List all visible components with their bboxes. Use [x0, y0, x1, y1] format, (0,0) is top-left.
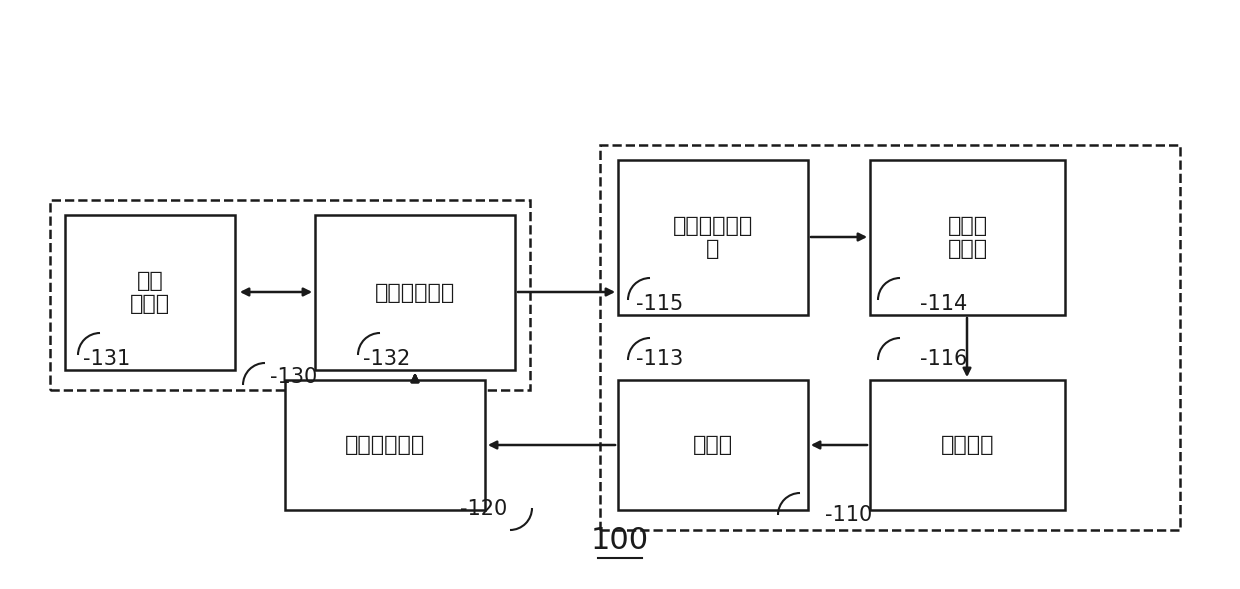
Bar	[870, 160, 1065, 315]
Text: 举升机
处理器: 举升机 处理器	[947, 216, 987, 259]
Text: 举升机通信模
块: 举升机通信模 块	[673, 216, 753, 259]
Text: -131: -131	[83, 349, 130, 369]
Bar	[50, 200, 529, 390]
Text: 驱动机构: 驱动机构	[941, 435, 994, 455]
Bar	[618, 380, 808, 510]
Bar	[600, 145, 1180, 530]
Text: -115: -115	[636, 294, 683, 314]
Text: 100: 100	[591, 526, 649, 555]
Text: -130: -130	[270, 367, 317, 387]
Text: 举升臂: 举升臂	[693, 435, 733, 455]
Text: -132: -132	[363, 349, 410, 369]
Text: -116: -116	[920, 349, 967, 369]
Bar	[870, 380, 1065, 510]
Bar	[315, 215, 515, 370]
Text: 主机通信模块: 主机通信模块	[374, 283, 455, 303]
Text: 主机
处理器: 主机 处理器	[130, 271, 170, 314]
Text: -114: -114	[920, 294, 967, 314]
Bar	[64, 215, 236, 370]
Text: -110: -110	[825, 505, 872, 525]
Text: 高度检验装置: 高度检验装置	[345, 435, 425, 455]
Text: -113: -113	[636, 349, 683, 369]
Text: -120: -120	[460, 499, 507, 519]
Bar	[285, 380, 485, 510]
Bar	[618, 160, 808, 315]
